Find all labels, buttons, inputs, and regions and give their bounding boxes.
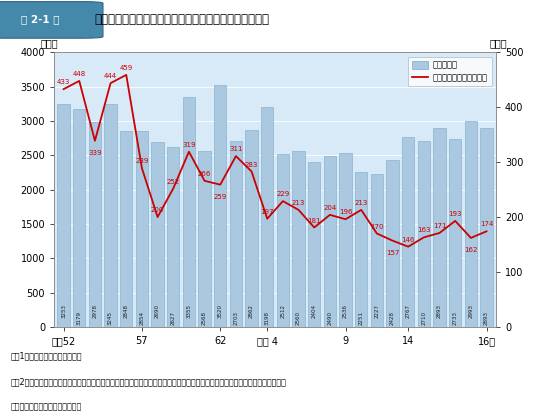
Bar	[277, 155, 289, 327]
Text: 2227: 2227	[375, 304, 379, 318]
Text: 2560: 2560	[296, 311, 301, 326]
Text: 181: 181	[307, 217, 321, 224]
Bar	[386, 160, 399, 327]
Bar	[261, 107, 273, 327]
Text: 2627: 2627	[171, 311, 176, 326]
Text: 2690: 2690	[155, 304, 160, 318]
Text: 2978: 2978	[93, 304, 98, 318]
Bar	[246, 130, 257, 327]
Text: 319: 319	[182, 142, 196, 148]
Bar	[214, 85, 227, 327]
Bar	[324, 156, 336, 327]
Text: 266: 266	[198, 171, 211, 177]
Text: 163: 163	[417, 228, 431, 233]
Text: 3179: 3179	[77, 311, 82, 326]
Text: 注　1　海上保安庁資料による。: 注 1 海上保安庁資料による。	[11, 351, 82, 360]
Bar	[183, 97, 195, 327]
Text: 204: 204	[323, 205, 337, 211]
Bar	[198, 150, 211, 327]
Text: 459: 459	[120, 65, 133, 71]
Text: （人）: （人）	[489, 38, 507, 48]
Bar	[89, 122, 101, 327]
Bar	[151, 142, 164, 327]
Bar	[449, 139, 461, 327]
Text: 2893: 2893	[437, 304, 442, 318]
Text: 2　死亡・行方不明者には、病気等によって操船が不可能になったことにより、船舶が漂流するなどの海難が発生した場合の: 2 死亡・行方不明者には、病気等によって操船が不可能になったことにより、船舶が漂…	[11, 378, 287, 387]
Text: 213: 213	[354, 200, 368, 206]
Text: 2536: 2536	[343, 304, 348, 318]
Text: 283: 283	[245, 162, 258, 168]
Bar	[120, 132, 132, 327]
Text: 2512: 2512	[280, 304, 286, 318]
Text: 311: 311	[229, 146, 243, 152]
Text: 146: 146	[402, 237, 415, 243]
Text: 197: 197	[261, 209, 274, 215]
Text: 2733: 2733	[453, 311, 457, 326]
Bar	[480, 128, 493, 327]
Text: 229: 229	[276, 191, 289, 197]
Bar	[230, 141, 242, 327]
Text: 448: 448	[73, 71, 86, 77]
Bar	[418, 141, 430, 327]
Text: 3355: 3355	[186, 304, 191, 318]
Bar	[167, 147, 179, 327]
Bar	[136, 131, 148, 327]
Text: 289: 289	[136, 158, 149, 164]
Bar	[464, 122, 477, 327]
Text: 162: 162	[464, 247, 478, 253]
Text: 2568: 2568	[202, 311, 207, 326]
Text: 174: 174	[480, 221, 493, 228]
Text: 259: 259	[214, 194, 227, 200]
Text: 2404: 2404	[312, 304, 317, 318]
Text: 213: 213	[292, 200, 305, 206]
Bar	[105, 104, 117, 327]
Text: 433: 433	[57, 79, 70, 85]
Bar	[293, 151, 305, 327]
Text: 3253: 3253	[61, 304, 66, 318]
Text: 444: 444	[104, 73, 117, 79]
Bar	[402, 137, 414, 327]
Text: 2710: 2710	[421, 311, 427, 326]
Text: 2993: 2993	[468, 304, 473, 318]
FancyBboxPatch shape	[0, 2, 103, 38]
Bar	[73, 109, 86, 327]
Text: 171: 171	[433, 223, 446, 229]
Text: 2251: 2251	[359, 311, 364, 326]
Text: 200: 200	[151, 207, 164, 213]
Text: 2703: 2703	[234, 311, 238, 326]
Text: 339: 339	[88, 150, 102, 156]
Text: 170: 170	[370, 224, 384, 230]
Text: 2893: 2893	[484, 311, 489, 326]
Text: 海難船舶隻数及びそれに伴う死亡・行方不明者数の推移: 海難船舶隻数及びそれに伴う死亡・行方不明者数の推移	[95, 13, 270, 26]
Bar	[371, 174, 383, 327]
Text: 157: 157	[386, 250, 399, 256]
Bar	[339, 153, 352, 327]
Text: 3245: 3245	[108, 311, 113, 326]
Text: 2767: 2767	[406, 304, 411, 318]
Bar	[57, 103, 70, 327]
Text: 2848: 2848	[124, 304, 129, 318]
Bar	[355, 172, 367, 327]
Text: 2854: 2854	[139, 311, 144, 326]
Text: 2490: 2490	[327, 311, 332, 326]
Text: 3520: 3520	[218, 304, 223, 318]
Legend: 海難（隻）, 死亡・行方不明者（人）: 海難（隻）, 死亡・行方不明者（人）	[408, 57, 492, 86]
Text: 2862: 2862	[249, 304, 254, 318]
Text: 193: 193	[448, 211, 462, 217]
Text: （隻）: （隻）	[41, 38, 59, 48]
Text: 196: 196	[339, 210, 352, 215]
Bar	[434, 128, 446, 327]
Bar	[308, 162, 320, 327]
Text: 第 2-1 図: 第 2-1 図	[21, 14, 60, 24]
Text: 252: 252	[167, 178, 180, 185]
Text: 2428: 2428	[390, 311, 395, 326]
Text: 3198: 3198	[264, 311, 270, 326]
Text: 死亡した操船者を含む。: 死亡した操船者を含む。	[11, 403, 82, 412]
